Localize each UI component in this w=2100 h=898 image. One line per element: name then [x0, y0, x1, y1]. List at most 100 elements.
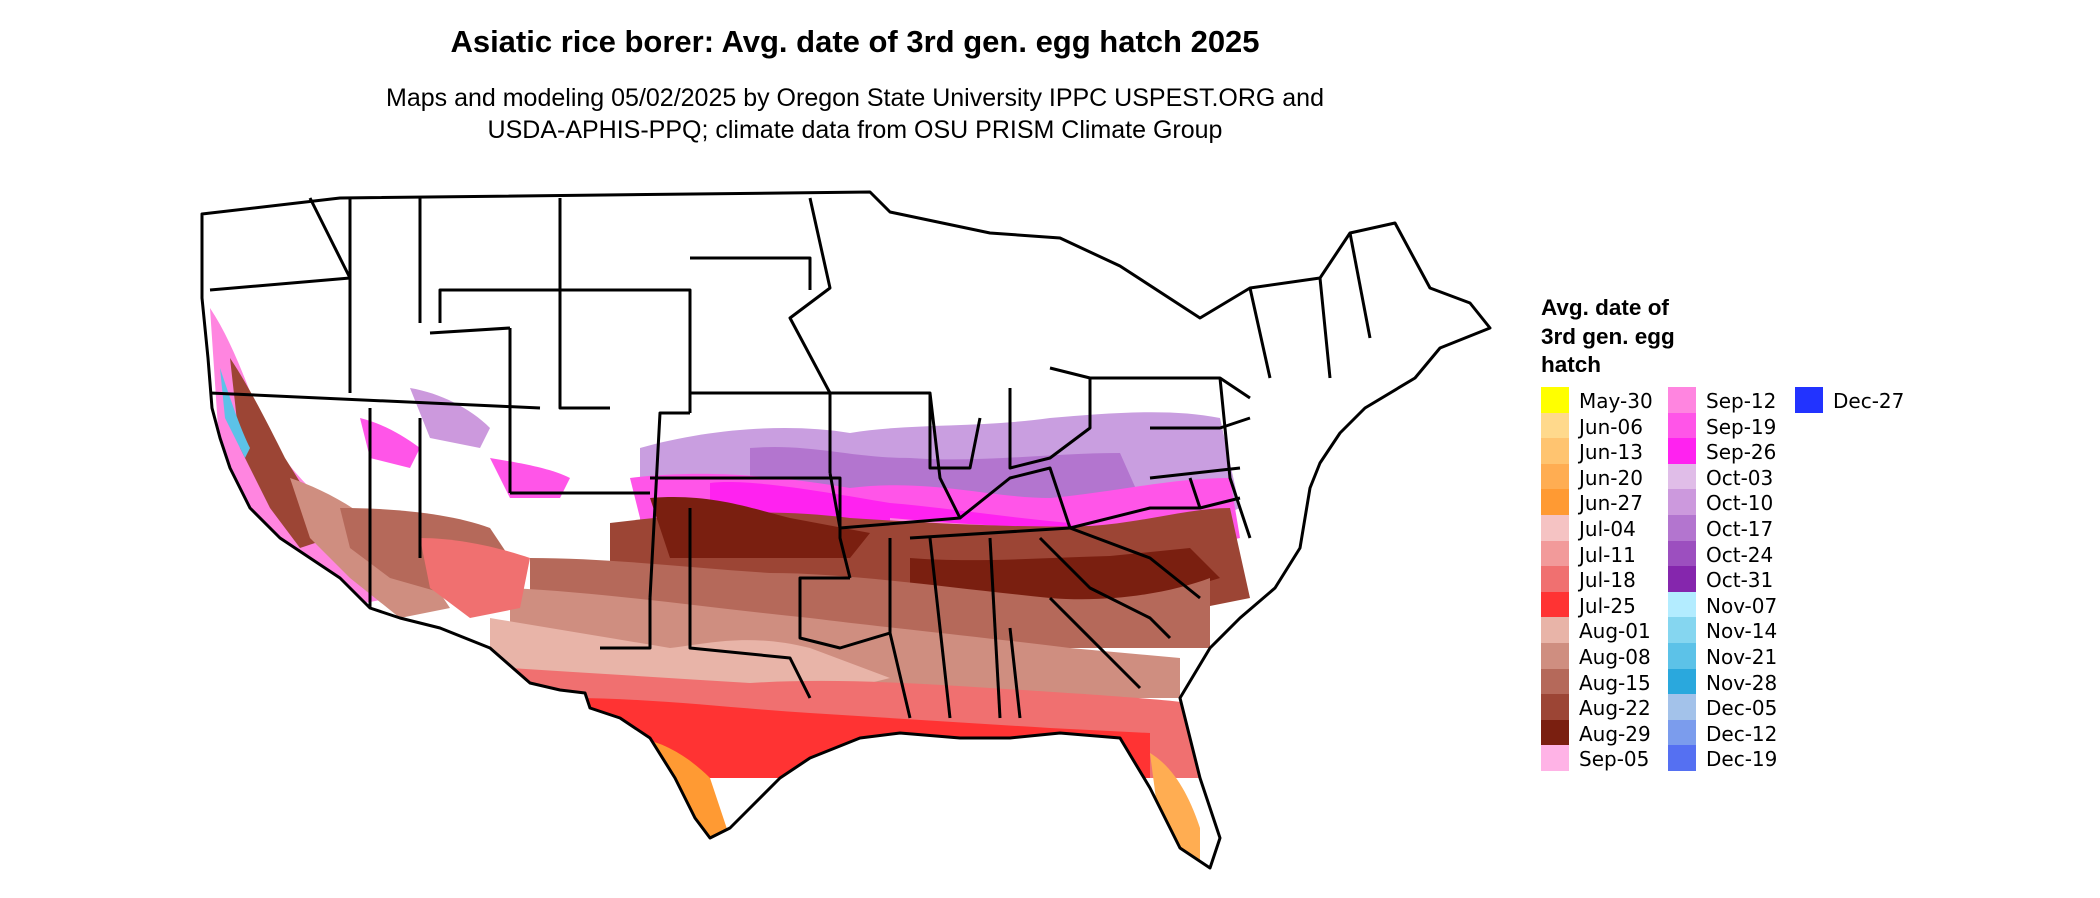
- legend-column: May-30 Jun-06 Jun-13 Jun-20 Jun-27 Jul-04 Jul-…: [1541, 387, 1666, 771]
- legend-swatch: [1541, 668, 1569, 695]
- legend-item: Jun-06: [1541, 412, 1666, 439]
- legend-label: Jun-20: [1579, 465, 1643, 490]
- legend-title: Avg. date of 3rd gen. egg hatch: [1541, 294, 1731, 380]
- legend-label: Jul-04: [1579, 516, 1636, 541]
- legend-swatch: [1668, 387, 1696, 413]
- legend-item: Aug-15: [1541, 668, 1666, 695]
- legend-swatch: [1541, 438, 1569, 464]
- legend-swatch: [1541, 745, 1569, 771]
- legend-label: Sep-26: [1706, 440, 1777, 465]
- legend-label: Oct-24: [1706, 542, 1774, 567]
- legend-item: Jul-11: [1541, 540, 1666, 567]
- legend-swatch: [1668, 591, 1696, 618]
- legend-label: Oct-10: [1706, 491, 1774, 516]
- legend-swatch: [1668, 642, 1696, 669]
- legend-item: Oct-24: [1668, 540, 1793, 567]
- legend-item: Dec-19: [1668, 745, 1793, 771]
- legend-item: Jul-04: [1541, 514, 1666, 541]
- legend-label: Jul-25: [1579, 593, 1636, 618]
- legend-label: Sep-19: [1706, 414, 1777, 439]
- legend-label: Jun-27: [1579, 491, 1643, 516]
- legend-item: Sep-12: [1668, 387, 1793, 413]
- legend-label: Jul-18: [1579, 568, 1636, 593]
- legend-label: Jun-13: [1579, 440, 1643, 465]
- legend-label: Nov-21: [1706, 644, 1778, 669]
- legend-item: Nov-07: [1668, 591, 1793, 618]
- legend-swatch: [1668, 540, 1696, 567]
- legend-item: Oct-03: [1668, 463, 1793, 490]
- legend-item: Sep-19: [1668, 412, 1793, 439]
- map-subtitle: Maps and modeling 05/02/2025 by Oregon S…: [0, 82, 1710, 146]
- legend-swatch: [1668, 489, 1696, 515]
- legend-label: Aug-08: [1579, 644, 1651, 669]
- legend-item: Sep-05: [1541, 745, 1666, 771]
- legend-label: Dec-27: [1833, 389, 1905, 413]
- subtitle-line-1: Maps and modeling 05/02/2025 by Oregon S…: [386, 84, 1324, 112]
- state-boundaries: [200, 190, 1492, 870]
- legend-swatch: [1668, 745, 1696, 771]
- legend-swatch: [1668, 719, 1696, 746]
- legend-label: Aug-29: [1579, 721, 1651, 746]
- legend-swatch: [1668, 566, 1696, 592]
- legend-swatch: [1668, 412, 1696, 439]
- legend-title-line: 3rd gen. egg: [1541, 323, 1675, 349]
- legend-column: Dec-27: [1795, 387, 1920, 413]
- legend-label: Nov-28: [1706, 670, 1778, 695]
- legend-column: Sep-12 Sep-19 Sep-26 Oct-03 Oct-10 Oct-17 Oct-…: [1668, 387, 1793, 771]
- legend-item: Oct-31: [1668, 566, 1793, 592]
- legend-label: Sep-12: [1706, 389, 1777, 413]
- legend-item: Jun-27: [1541, 489, 1666, 515]
- legend-label: Sep-05: [1579, 747, 1650, 772]
- legend-item: Nov-28: [1668, 668, 1793, 695]
- legend-item: Aug-29: [1541, 719, 1666, 746]
- legend-label: Dec-19: [1706, 747, 1778, 772]
- legend-swatch: [1541, 642, 1569, 669]
- legend-label: Oct-17: [1706, 516, 1774, 541]
- legend-swatch: [1541, 412, 1569, 439]
- map-title: Asiatic rice borer: Avg. date of 3rd gen…: [450, 24, 1260, 59]
- legend-swatch: [1668, 438, 1696, 464]
- legend-item: Jun-13: [1541, 438, 1666, 464]
- legend-swatch: [1795, 387, 1823, 413]
- legend-item: Dec-27: [1795, 387, 1920, 413]
- legend-label: Nov-07: [1706, 593, 1778, 618]
- legend-label: Nov-14: [1706, 619, 1778, 644]
- legend-swatch: [1541, 489, 1569, 515]
- legend-item: Aug-22: [1541, 694, 1666, 720]
- hatch-date-raster: [210, 308, 1250, 868]
- us-map: [200, 190, 1492, 870]
- legend-swatch: [1668, 668, 1696, 695]
- legend-item: Aug-08: [1541, 642, 1666, 669]
- legend-label: Aug-22: [1579, 696, 1651, 721]
- legend-title-line: hatch: [1541, 352, 1602, 377]
- legend-item: May-30: [1541, 387, 1666, 413]
- legend-swatch: [1541, 514, 1569, 541]
- legend-label: Dec-12: [1706, 721, 1778, 746]
- legend-label: Oct-31: [1706, 568, 1774, 593]
- legend-item: Dec-05: [1668, 694, 1793, 720]
- legend-label: Oct-03: [1706, 465, 1774, 490]
- legend-item: Jun-20: [1541, 463, 1666, 490]
- legend-title-line: Avg. date of: [1541, 295, 1669, 320]
- subtitle-line-2: USDA-APHIS-PPQ; climate data from OSU PR…: [487, 116, 1223, 144]
- legend-swatch: [1668, 514, 1696, 541]
- legend-item: Sep-26: [1668, 438, 1793, 464]
- legend-item: Jul-18: [1541, 566, 1666, 592]
- legend-swatch: [1541, 591, 1569, 618]
- legend-swatch: [1541, 566, 1569, 592]
- legend-swatch: [1668, 617, 1696, 643]
- legend-item: Aug-01: [1541, 617, 1666, 643]
- legend-item: Oct-10: [1668, 489, 1793, 515]
- legend-label: Aug-15: [1579, 670, 1651, 695]
- legend-label: May-30: [1579, 389, 1653, 413]
- legend-item: Nov-14: [1668, 617, 1793, 643]
- legend-swatch: [1541, 540, 1569, 567]
- legend-swatch: [1668, 694, 1696, 720]
- legend-item: Jul-25: [1541, 591, 1666, 618]
- legend-item: Dec-12: [1668, 719, 1793, 746]
- legend-swatch: [1668, 463, 1696, 490]
- legend-swatch: [1541, 617, 1569, 643]
- legend-item: Oct-17: [1668, 514, 1793, 541]
- legend-swatch: [1541, 387, 1569, 413]
- legend-label: Aug-01: [1579, 619, 1651, 644]
